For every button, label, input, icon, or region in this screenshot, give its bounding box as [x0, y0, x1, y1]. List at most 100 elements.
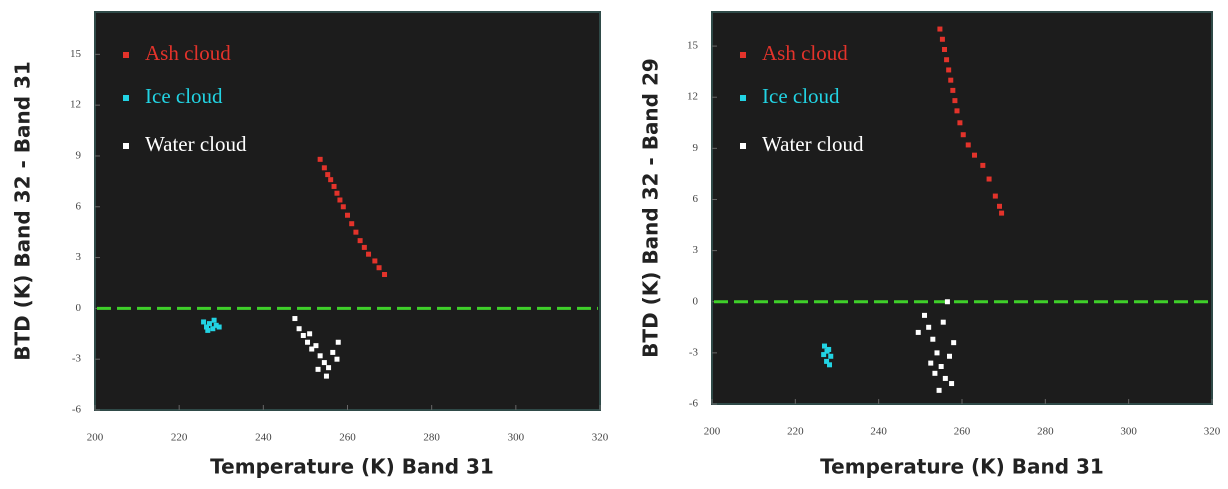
chart-panel: -6 -3 0 3 6 9 12 15 200 220 240 260 280 300 320 Ash clo… — [639, 11, 1221, 479]
point — [944, 299, 950, 305]
point — [335, 339, 341, 345]
point — [980, 162, 986, 168]
x-tick-label: 200 — [704, 426, 721, 438]
point — [321, 360, 327, 366]
y-tick-label: -3 — [689, 346, 699, 358]
legend-label: Ice cloud — [762, 84, 840, 108]
y-tick-label: 12 — [687, 91, 698, 103]
x-axis-label: Temperature (K) Band 31 — [820, 455, 1104, 479]
point — [328, 177, 334, 183]
point — [822, 343, 827, 349]
point — [922, 312, 927, 318]
legend-marker — [123, 52, 129, 58]
x-tick-label: 320 — [1204, 426, 1221, 438]
point — [323, 373, 329, 379]
legend-label: Water cloud — [145, 132, 247, 156]
point — [936, 387, 942, 393]
point — [292, 316, 298, 322]
y-tick-label: 3 — [693, 244, 699, 256]
x-tick-label: 280 — [1037, 426, 1054, 438]
legend-label: Ash cloud — [145, 41, 231, 65]
point — [992, 193, 998, 199]
point — [206, 321, 212, 327]
point — [317, 353, 323, 359]
point — [361, 244, 367, 250]
point — [948, 77, 954, 83]
point — [321, 165, 327, 171]
x-tick-label: 280 — [423, 432, 440, 444]
point — [331, 183, 337, 189]
point — [942, 46, 947, 52]
plot-area — [711, 11, 1213, 405]
y-axis-label: BTD (K) Band 32 - Band 29 — [639, 58, 663, 358]
point — [937, 26, 943, 32]
point — [940, 319, 946, 325]
point — [296, 326, 302, 332]
point — [340, 204, 346, 210]
point — [952, 98, 958, 104]
point — [999, 210, 1005, 216]
y-tick-label: -3 — [72, 353, 82, 365]
point — [201, 319, 207, 325]
point — [216, 324, 222, 330]
point — [954, 108, 960, 114]
point — [928, 360, 934, 366]
x-tick-label: 220 — [787, 426, 804, 438]
legend-label: Ash cloud — [762, 41, 848, 65]
legend-label: Water cloud — [762, 132, 864, 156]
point — [315, 366, 321, 372]
x-tick-label: 220 — [171, 432, 188, 444]
point — [932, 370, 938, 376]
legend-marker — [740, 52, 746, 58]
y-tick-label: 3 — [76, 251, 82, 263]
y-tick-label: 9 — [693, 142, 699, 154]
point — [824, 348, 830, 354]
x-tick-label: 320 — [592, 432, 609, 444]
y-tick-label: 9 — [76, 149, 82, 161]
point — [357, 238, 363, 244]
point — [957, 120, 963, 126]
point — [934, 350, 940, 356]
point — [353, 229, 359, 235]
point — [309, 346, 315, 352]
point — [205, 327, 211, 333]
y-tick-label: 12 — [70, 99, 81, 111]
point — [986, 176, 992, 182]
y-tick-label: 15 — [687, 40, 699, 52]
point — [345, 212, 350, 218]
legend-marker — [740, 143, 746, 149]
point — [942, 375, 948, 381]
legend-label: Ice cloud — [145, 84, 223, 108]
point — [930, 336, 936, 342]
point — [382, 272, 388, 278]
x-tick-label: 260 — [339, 432, 356, 444]
point — [317, 156, 323, 162]
legend-marker — [123, 143, 129, 149]
point — [334, 190, 340, 196]
point — [305, 339, 311, 345]
x-tick-label: 240 — [255, 432, 272, 444]
point — [960, 132, 966, 138]
point — [210, 326, 216, 332]
point — [938, 364, 944, 370]
x-tick-label: 300 — [1120, 426, 1137, 438]
y-tick-label: 6 — [693, 193, 699, 205]
point — [366, 251, 372, 257]
point — [313, 343, 319, 349]
point — [946, 67, 952, 73]
point — [337, 197, 343, 203]
plot-area — [94, 11, 601, 411]
point — [824, 358, 830, 364]
point — [372, 258, 378, 264]
point — [307, 331, 313, 337]
point — [334, 356, 340, 362]
point — [821, 352, 827, 358]
legend-marker — [123, 95, 129, 101]
x-tick-label: 200 — [87, 432, 104, 444]
legend-marker — [740, 95, 746, 101]
point — [926, 324, 932, 330]
x-tick-label: 240 — [870, 426, 887, 438]
point — [326, 365, 332, 371]
x-axis-label: Temperature (K) Band 31 — [210, 455, 494, 479]
point — [939, 36, 945, 42]
